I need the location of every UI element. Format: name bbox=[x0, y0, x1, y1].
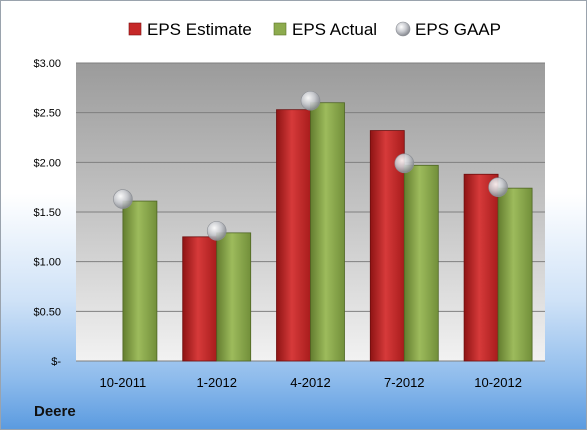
eps-estimate-bar bbox=[463, 173, 499, 362]
legend: EPS Estimate EPS Actual EPS GAAP bbox=[128, 20, 501, 39]
eps-gaap-marker bbox=[488, 177, 508, 197]
eps-gaap-marker bbox=[206, 221, 227, 241]
eps-estimate-bar bbox=[182, 236, 218, 362]
legend-swatch bbox=[128, 22, 142, 36]
legend-label: EPS Actual bbox=[292, 20, 377, 39]
eps-actual-bar bbox=[403, 164, 439, 362]
legend-swatch bbox=[395, 21, 411, 37]
y-tick-label: $2.50 bbox=[33, 108, 61, 120]
y-tick-label: $2.00 bbox=[33, 157, 61, 169]
legend-label: EPS Estimate bbox=[147, 20, 252, 39]
y-tick-label: $0.50 bbox=[33, 306, 61, 318]
eps-gaap-marker bbox=[113, 189, 133, 209]
eps-actual-bar bbox=[310, 102, 345, 362]
eps-actual-bar bbox=[216, 232, 252, 362]
x-tick-label: 1-2012 bbox=[196, 375, 236, 390]
gaap-markers bbox=[113, 90, 508, 241]
eps-actual-bar bbox=[122, 200, 158, 362]
y-tick-label: $1.00 bbox=[33, 257, 61, 269]
x-tick-label: 4-2012 bbox=[290, 375, 330, 390]
eps-gaap-marker bbox=[300, 90, 321, 111]
x-axis-ticks: 10-2011 1-2012 4-2012 7-2012 10-2012 bbox=[100, 375, 522, 390]
y-tick-label: $- bbox=[51, 356, 61, 368]
legend-swatch bbox=[273, 22, 287, 36]
x-tick-label: 10-2011 bbox=[100, 375, 147, 390]
bars bbox=[122, 102, 533, 362]
y-tick-label: $3.00 bbox=[33, 58, 61, 70]
eps-estimate-bar bbox=[276, 109, 311, 362]
x-tick-label: 10-2012 bbox=[474, 375, 522, 390]
company-name: Deere bbox=[34, 403, 76, 420]
eps-actual-bar bbox=[497, 187, 533, 362]
eps-gaap-marker bbox=[394, 153, 415, 174]
y-tick-label: $1.50 bbox=[33, 207, 61, 219]
y-axis-ticks: $- $0.50 $1.00 $1.50 $2.00 $2.50 $3.00 bbox=[33, 58, 61, 368]
legend-label: EPS GAAP bbox=[415, 20, 501, 39]
x-tick-label: 7-2012 bbox=[384, 375, 424, 390]
